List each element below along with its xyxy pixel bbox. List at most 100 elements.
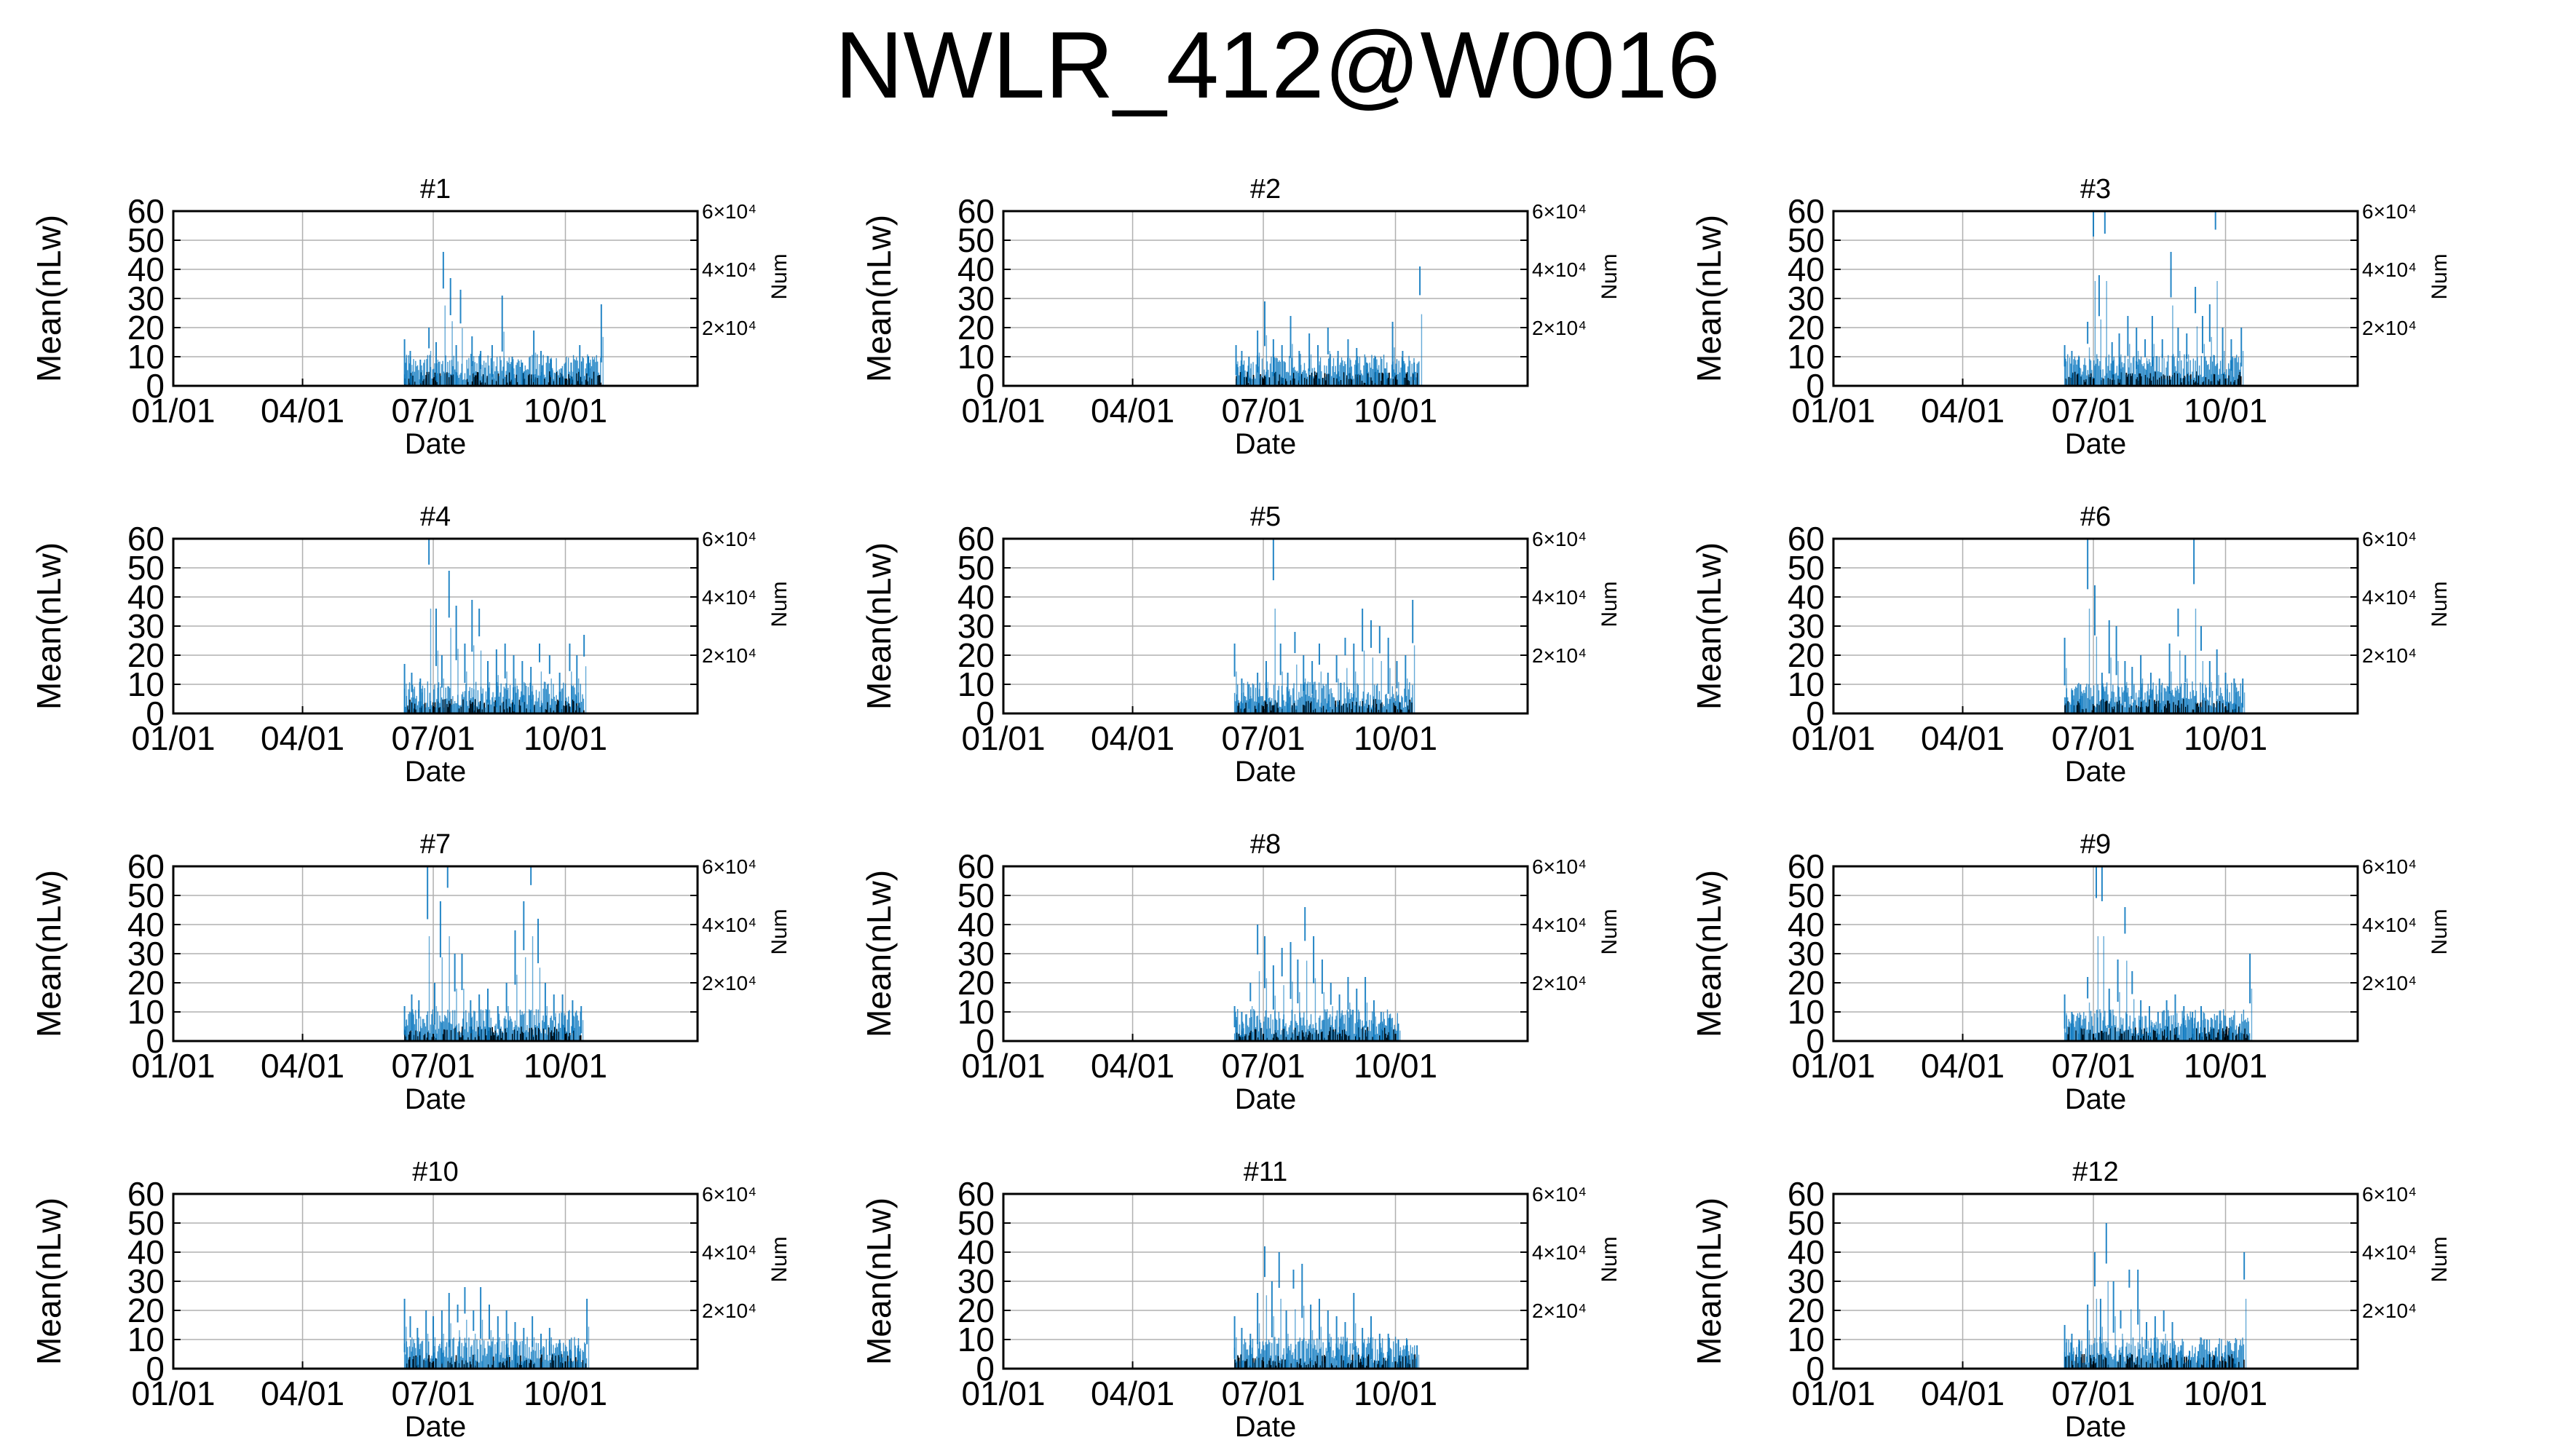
y2tick-label: 4×10⁴ [1532, 586, 1587, 609]
xtick-label: 10/01 [2184, 1047, 2267, 1085]
xtick-label: 07/01 [1221, 1047, 1305, 1085]
y2tick-label: 2×10⁴ [702, 644, 757, 667]
ytick-label: 0 [146, 695, 165, 732]
y2tick-label: 4×10⁴ [2362, 914, 2417, 936]
xtick-label: 10/01 [2184, 719, 2267, 757]
xtick-label: 01/01 [961, 1047, 1045, 1085]
ytick-label: 50 [957, 549, 995, 587]
y2tick-label: 2×10⁴ [2362, 972, 2417, 994]
ytick-label: 30 [127, 280, 165, 317]
ytick-label: 20 [957, 1291, 995, 1329]
xtick-label: 10/01 [524, 719, 607, 757]
xtick-label: 01/01 [1791, 1047, 1875, 1085]
y2-axis-label: Num [2428, 253, 2452, 299]
xtick-label: 10/01 [1354, 1047, 1437, 1085]
xtick-label: 04/01 [1921, 392, 2005, 430]
subplot-title: #10 [412, 1157, 458, 1187]
ytick-label: 20 [957, 636, 995, 674]
ytick-label: 60 [1788, 520, 1825, 558]
ytick-label: 20 [957, 964, 995, 1002]
y2tick-label: 2×10⁴ [1532, 317, 1587, 339]
ytick-label: 50 [957, 1204, 995, 1242]
subplot-title: #8 [1250, 829, 1281, 860]
y2tick-label: 2×10⁴ [702, 1299, 757, 1322]
y2tick-label: 6×10⁴ [1532, 528, 1587, 550]
xtick-label: 07/01 [391, 1047, 475, 1085]
ytick-label: 30 [1788, 280, 1825, 317]
ytick-label: 20 [957, 309, 995, 347]
y2tick-label: 6×10⁴ [2362, 528, 2417, 550]
x-axis-label: Date [2065, 1083, 2127, 1115]
y2-axis-label: Num [1598, 909, 1622, 954]
ytick-label: 60 [1788, 192, 1825, 230]
subplot-title: #9 [2080, 829, 2111, 860]
xtick-label: 04/01 [261, 392, 344, 430]
ytick-label: 10 [957, 665, 995, 703]
y2tick-label: 2×10⁴ [702, 972, 757, 994]
ytick-label: 50 [1788, 877, 1825, 914]
xtick-label: 10/01 [1354, 719, 1437, 757]
y2tick-label: 4×10⁴ [702, 1241, 757, 1264]
ytick-label: 60 [127, 192, 165, 230]
ytick-label: 30 [127, 1262, 165, 1300]
x-axis-label: Date [405, 1411, 467, 1443]
ytick-label: 50 [957, 221, 995, 259]
subplot-title: #2 [1250, 174, 1281, 205]
ytick-label: 10 [1788, 1321, 1825, 1358]
y2-axis-label: Num [2428, 909, 2452, 954]
ytick-label: 50 [1788, 1204, 1825, 1242]
ytick-label: 10 [127, 1321, 165, 1358]
ytick-label: 10 [957, 993, 995, 1031]
xtick-label: 10/01 [1354, 1374, 1437, 1412]
ytick-label: 60 [957, 847, 995, 885]
ytick-label: 40 [957, 906, 995, 943]
y-axis-label: Mean(nLw) [1690, 542, 1728, 710]
subplot-title: #1 [420, 174, 451, 205]
ytick-label: 60 [1788, 847, 1825, 885]
xtick-label: 01/01 [1791, 392, 1875, 430]
y2tick-label: 4×10⁴ [1532, 258, 1587, 281]
ytick-label: 10 [1788, 338, 1825, 376]
ytick-label: 30 [127, 935, 165, 973]
xtick-label: 10/01 [2184, 1374, 2267, 1412]
ytick-label: 60 [127, 520, 165, 558]
y-axis-label: Mean(nLw) [30, 215, 68, 382]
subplot-title: #7 [420, 829, 451, 860]
y2-axis-label: Num [767, 1236, 791, 1282]
ytick-label: 0 [976, 695, 995, 732]
ytick-label: 0 [1806, 1022, 1825, 1060]
xtick-label: 04/01 [1921, 1374, 2005, 1412]
x-axis-label: Date [2065, 428, 2127, 460]
xtick-label: 01/01 [131, 1374, 215, 1412]
ytick-label: 20 [1788, 636, 1825, 674]
y-axis-label: Mean(nLw) [1690, 215, 1728, 382]
xtick-label: 10/01 [524, 392, 607, 430]
y2tick-label: 4×10⁴ [2362, 586, 2417, 609]
y2tick-label: 4×10⁴ [702, 258, 757, 281]
xtick-label: 04/01 [1921, 1047, 2005, 1085]
x-axis-label: Date [1235, 1411, 1297, 1443]
y-axis-label: Mean(nLw) [30, 542, 68, 710]
xtick-label: 04/01 [261, 1047, 344, 1085]
xtick-label: 04/01 [1921, 719, 2005, 757]
xtick-label: 07/01 [2051, 1374, 2135, 1412]
ytick-label: 60 [1788, 1175, 1825, 1213]
ytick-label: 40 [957, 1233, 995, 1271]
y2tick-label: 4×10⁴ [2362, 258, 2417, 281]
ytick-label: 40 [127, 1233, 165, 1271]
subplot-title: #6 [2080, 502, 2111, 532]
subplot-title: #3 [2080, 174, 2111, 205]
x-axis-label: Date [1235, 1083, 1297, 1115]
xtick-label: 10/01 [2184, 392, 2267, 430]
ytick-label: 30 [957, 280, 995, 317]
ytick-label: 10 [957, 1321, 995, 1358]
ytick-label: 0 [976, 1350, 995, 1388]
ytick-label: 20 [1788, 1291, 1825, 1329]
ytick-label: 0 [1806, 1350, 1825, 1388]
